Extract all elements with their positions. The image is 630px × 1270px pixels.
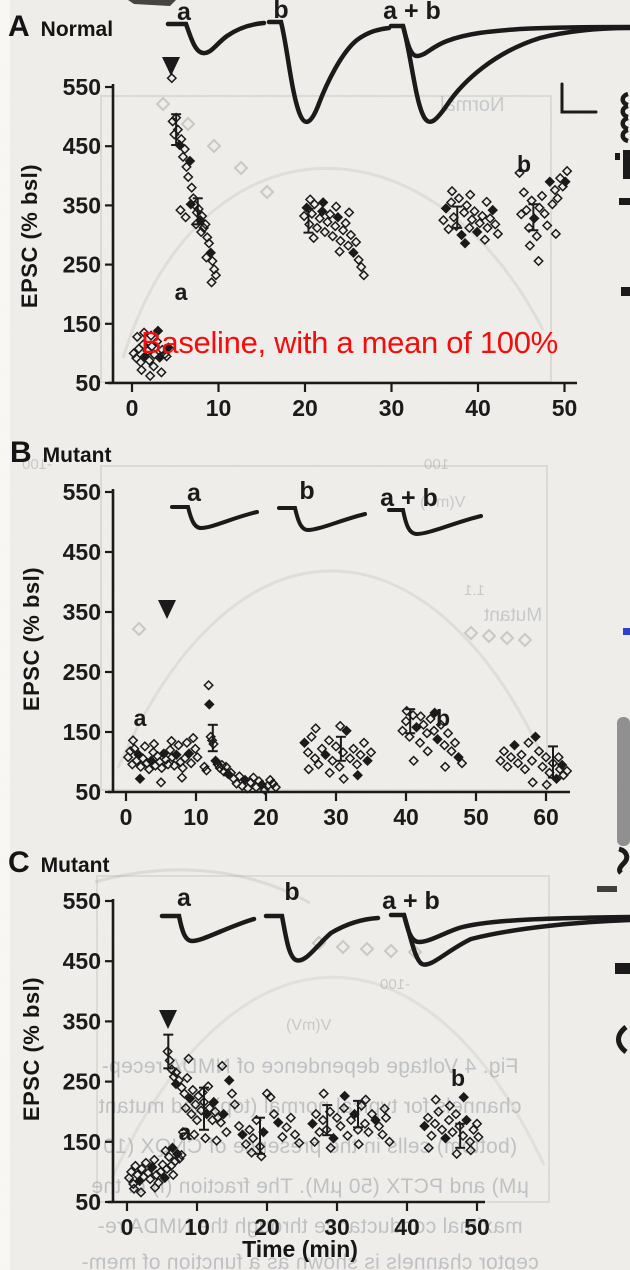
panel-c-header: C Mutant xyxy=(8,846,110,880)
baseline-annotation: Baseline, with a mean of 100% xyxy=(141,325,558,360)
panel-c-letter: C xyxy=(8,846,30,879)
panel-c-condition: Mutant xyxy=(40,854,110,877)
panel-b-y-axis-title: EPSC (% bsl) xyxy=(19,566,44,712)
panel-a-y-axis-title: EPSC (% bsl) xyxy=(17,163,42,309)
panel-a-letter: A xyxy=(8,10,30,43)
panel-a-condition: Normal xyxy=(40,18,114,41)
panel-b-condition: Mutant xyxy=(42,444,112,467)
panel-c-y-axis-title: EPSC (% bsl) xyxy=(19,976,44,1122)
panel-b-letter: B xyxy=(10,436,32,469)
panel-c-x-axis-title: Time (min) xyxy=(242,1236,358,1262)
panel-b-header: B Mutant xyxy=(10,436,112,470)
panel-a-header: A Normal xyxy=(8,10,113,44)
